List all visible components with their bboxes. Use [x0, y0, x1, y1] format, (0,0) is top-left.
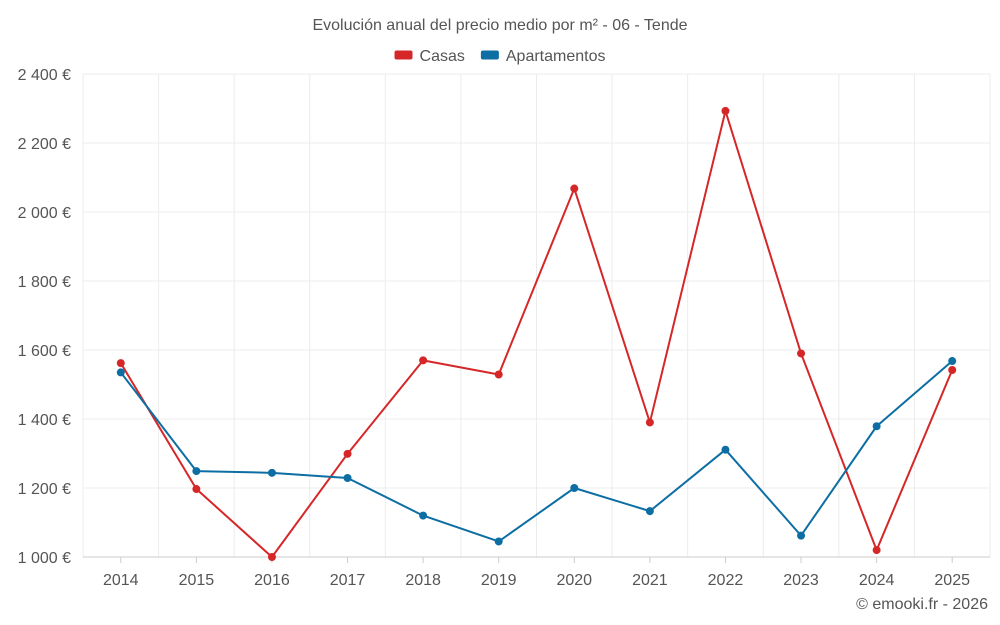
data-point[interactable]: [797, 349, 806, 358]
data-point[interactable]: [343, 473, 352, 482]
x-tick-label: 2015: [179, 572, 215, 589]
y-tick-label: 1 200 €: [18, 481, 71, 498]
x-tick-label: 2018: [405, 572, 441, 589]
data-point[interactable]: [721, 106, 730, 115]
x-tick-label: 2022: [708, 572, 744, 589]
axes: 1 000 € 1 200 € 1 400 € 1 600 € 1 800 € 2 000…: [18, 67, 990, 589]
grid: [82, 73, 991, 557]
legend-label: Apartamentos: [506, 48, 606, 65]
legend: Casas Apartamentos: [394, 48, 606, 65]
data-point[interactable]: [645, 418, 654, 427]
legend-item-apartamentos[interactable]: Apartamentos: [480, 48, 606, 65]
data-point[interactable]: [116, 359, 125, 368]
x-tick-label: 2025: [934, 572, 970, 589]
data-point[interactable]: [797, 531, 806, 540]
y-tick-label: 1 800 €: [18, 274, 71, 291]
y-tick-label: 1 400 €: [18, 412, 71, 429]
series-apartamentos: [116, 357, 957, 546]
x-tick-label: 2014: [103, 572, 139, 589]
data-point[interactable]: [948, 366, 957, 375]
data-point[interactable]: [267, 553, 276, 561]
x-tick-label: 2023: [783, 572, 819, 589]
data-point[interactable]: [192, 485, 201, 494]
series: [116, 106, 957, 561]
data-point[interactable]: [570, 184, 579, 193]
data-point[interactable]: [721, 445, 730, 454]
data-point[interactable]: [872, 546, 881, 555]
data-point[interactable]: [645, 507, 654, 516]
legend-label: Casas: [420, 48, 465, 65]
x-tick-label: 2019: [481, 572, 517, 589]
x-tick-label: 2016: [254, 572, 290, 589]
y-tick-label: 1 000 €: [18, 550, 71, 567]
x-tick-label: 2021: [632, 572, 668, 589]
series-line: [119, 109, 954, 558]
data-point[interactable]: [192, 467, 201, 476]
y-tick-label: 2 200 €: [18, 136, 71, 153]
data-point[interactable]: [948, 357, 957, 366]
data-point[interactable]: [419, 356, 428, 365]
data-point[interactable]: [570, 484, 579, 492]
data-point[interactable]: [872, 422, 881, 431]
legend-swatch: [480, 50, 499, 60]
data-point[interactable]: [116, 368, 125, 377]
data-point[interactable]: [494, 537, 503, 546]
x-tick-label: 2020: [556, 572, 592, 589]
data-point[interactable]: [494, 370, 503, 379]
series-casas: [116, 106, 957, 561]
x-tick-label: 2017: [330, 572, 366, 589]
y-tick-label: 2 000 €: [18, 205, 71, 222]
data-point[interactable]: [343, 449, 352, 458]
data-point[interactable]: [419, 511, 428, 520]
credit-label: © emooki.fr - 2026: [856, 596, 988, 613]
series-line: [119, 360, 953, 543]
y-tick-label: 2 400 €: [18, 67, 71, 84]
chart-title: Evolución anual del precio medio por m² …: [312, 17, 687, 34]
y-tick-label: 1 600 €: [18, 343, 71, 360]
legend-swatch: [394, 50, 413, 60]
legend-item-casas[interactable]: Casas: [394, 48, 465, 65]
x-tick-label: 2024: [859, 572, 895, 589]
data-point[interactable]: [267, 468, 276, 477]
